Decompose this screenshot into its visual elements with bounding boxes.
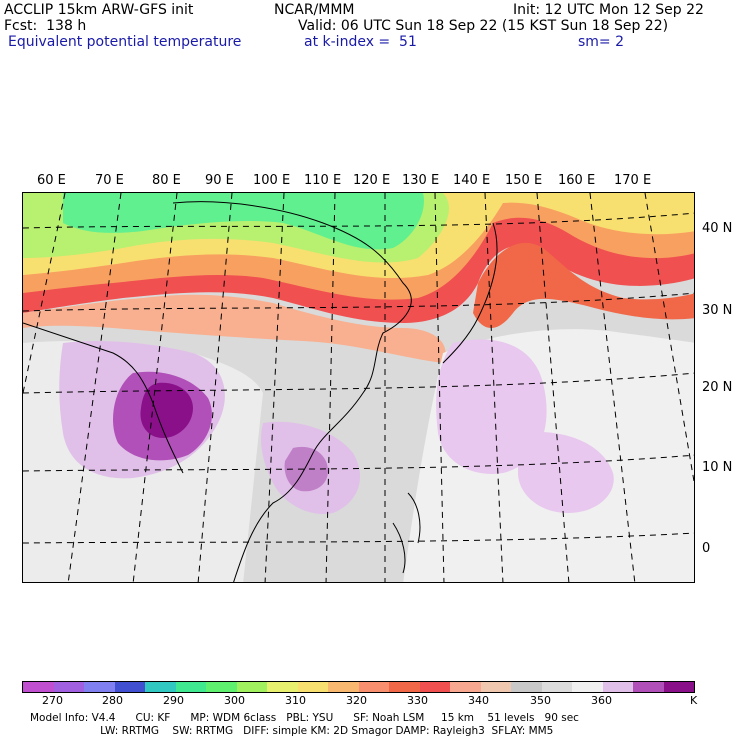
lon-label-170e: 170 E <box>614 173 652 188</box>
colorbar-swatch-4 <box>145 682 176 692</box>
valid-time: Valid: 06 UTC Sun 18 Sep 22 (15 KST Sun … <box>298 18 669 34</box>
colorbar-unit: K <box>690 694 698 707</box>
colorbar-swatch-19 <box>602 682 633 692</box>
lat-label-0: 0 <box>702 541 711 556</box>
colorbar-tick-270: 270 <box>42 694 63 707</box>
lon-label-130e: 130 E <box>402 173 440 188</box>
colorbar-tick-300: 300 <box>224 694 245 707</box>
colorbar-swatch-15 <box>480 682 511 692</box>
smoothing-label: sm= 2 <box>578 34 625 50</box>
colorbar-swatch-1 <box>53 682 84 692</box>
colorbar-swatch-7 <box>236 682 267 692</box>
colorbar-swatch-3 <box>114 682 145 692</box>
lon-label-70e: 70 E <box>95 173 124 188</box>
lon-label-100e: 100 E <box>253 173 291 188</box>
equivalent-potential-temperature-map <box>22 192 695 583</box>
lon-label-110e: 110 E <box>304 173 342 188</box>
color-legend-bar <box>22 681 695 693</box>
model-info-line2: LW: RRTMG SW: RRTMG DIFF: simple KM: 2D … <box>30 725 554 737</box>
colorbar-swatch-13 <box>419 682 450 692</box>
colorbar-swatch-0 <box>23 682 54 692</box>
colorbar-tick-360: 360 <box>591 694 612 707</box>
colorbar-tick-340: 340 <box>468 694 489 707</box>
lon-label-120e: 120 E <box>353 173 391 188</box>
colorbar-tick-330: 330 <box>407 694 428 707</box>
colorbar-swatch-21 <box>663 682 694 692</box>
init-time: Init: 12 UTC Mon 12 Sep 22 <box>513 2 704 18</box>
colorbar-swatch-18 <box>572 682 603 692</box>
lon-label-80e: 80 E <box>152 173 181 188</box>
colorbar-swatch-5 <box>175 682 206 692</box>
lon-label-60e: 60 E <box>37 173 66 188</box>
lat-label-10n: 10 N <box>702 460 733 475</box>
colorbar-swatch-2 <box>84 682 115 692</box>
lat-label-20n: 20 N <box>702 380 733 395</box>
lon-label-90e: 90 E <box>205 173 234 188</box>
colorbar-swatch-9 <box>297 682 328 692</box>
level-label: at k-index = 51 <box>304 34 417 50</box>
colorbar-swatch-10 <box>328 682 359 692</box>
colorbar-tick-320: 320 <box>346 694 367 707</box>
colorbar-swatch-16 <box>511 682 542 692</box>
lon-label-150e: 150 E <box>505 173 543 188</box>
lon-label-160e: 160 E <box>558 173 596 188</box>
colorbar-swatch-20 <box>633 682 664 692</box>
lon-label-140e: 140 E <box>453 173 491 188</box>
map-canvas <box>23 193 694 582</box>
colorbar-tick-280: 280 <box>102 694 123 707</box>
lat-label-30n: 30 N <box>702 303 733 318</box>
forecast-hour: Fcst: 138 h <box>4 18 87 34</box>
model-title: ACCLIP 15km ARW-GFS init <box>4 2 194 18</box>
colorbar-swatch-12 <box>389 682 420 692</box>
source-label: NCAR/MMM <box>274 2 355 18</box>
colorbar-swatch-8 <box>267 682 298 692</box>
colorbar-swatch-14 <box>450 682 481 692</box>
colorbar-swatch-6 <box>206 682 237 692</box>
colorbar-tick-310: 310 <box>285 694 306 707</box>
model-info-line1: Model Info: V4.4 CU: KF MP: WDM 6class P… <box>30 712 579 724</box>
colorbar-tick-290: 290 <box>163 694 184 707</box>
colorbar-swatch-17 <box>541 682 572 692</box>
field-name: Equivalent potential temperature <box>8 34 242 50</box>
colorbar-swatch-11 <box>358 682 389 692</box>
lat-label-40n: 40 N <box>702 221 733 236</box>
colorbar-tick-350: 350 <box>530 694 551 707</box>
